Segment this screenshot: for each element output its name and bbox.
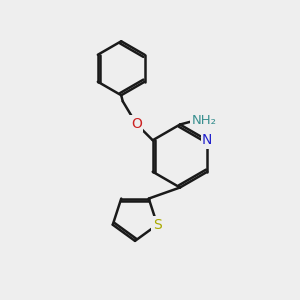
Text: NH₂: NH₂ bbox=[191, 113, 217, 127]
Text: N: N bbox=[202, 133, 212, 147]
Text: O: O bbox=[131, 117, 142, 131]
Text: S: S bbox=[153, 218, 162, 232]
